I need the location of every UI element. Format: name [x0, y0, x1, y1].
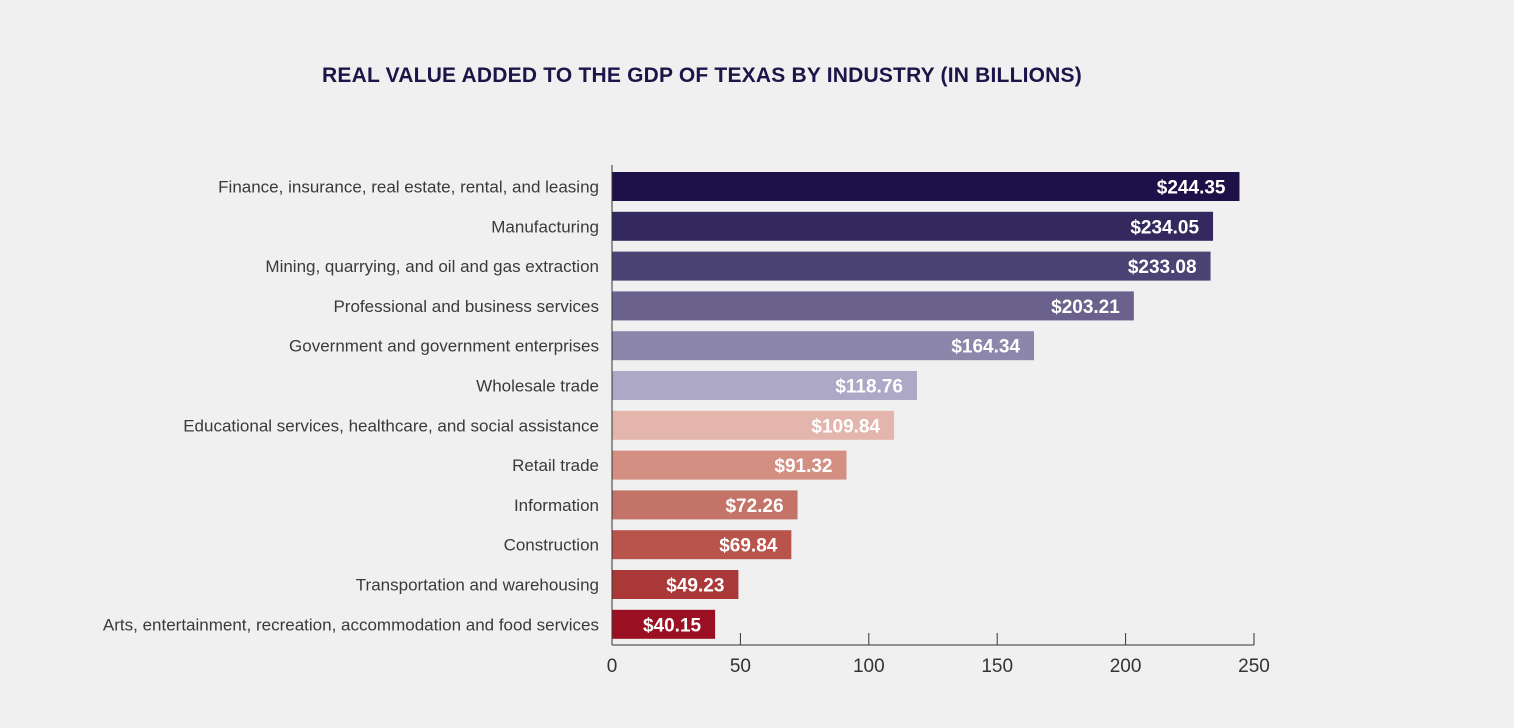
x-tick-label: 100: [853, 656, 885, 677]
value-label: $40.15: [643, 615, 702, 636]
value-label: $164.34: [951, 337, 1020, 358]
x-tick-label: 150: [981, 656, 1013, 677]
bar: [612, 291, 1134, 321]
value-label: $203.21: [1051, 297, 1120, 318]
bar: [612, 450, 847, 480]
category-label: Professional and business services: [333, 297, 599, 316]
bar: [612, 371, 917, 400]
bar: [612, 490, 798, 520]
value-label: $49.23: [666, 576, 724, 597]
bar: [612, 172, 1240, 201]
value-label: $69.84: [719, 536, 778, 557]
bars-group: Finance, insurance, real estate, rental,…: [103, 172, 1240, 639]
value-label: $91.32: [774, 456, 832, 477]
bar: [612, 331, 1035, 361]
value-label: $72.26: [725, 496, 783, 517]
category-label: Arts, entertainment, recreation, accommo…: [103, 615, 599, 634]
bar: [612, 211, 1214, 241]
bar: [612, 570, 739, 599]
category-label: Government and government enterprises: [289, 337, 599, 356]
category-label: Retail trade: [512, 456, 599, 475]
category-label: Information: [514, 496, 599, 515]
category-label: Educational services, healthcare, and so…: [183, 416, 599, 435]
bar: [612, 410, 895, 440]
category-label: Mining, quarrying, and oil and gas extra…: [265, 257, 599, 276]
chart-title: REAL VALUE ADDED TO THE GDP OF TEXAS BY …: [322, 64, 1082, 87]
bar: [612, 530, 792, 560]
category-label: Transportation and warehousing: [356, 576, 599, 595]
x-tick-label: 250: [1238, 656, 1270, 677]
axes-group: 0 50 100 150 200 250: [607, 165, 1270, 677]
category-label: Construction: [504, 536, 599, 555]
category-label: Finance, insurance, real estate, rental,…: [218, 178, 599, 197]
value-label: $244.35: [1157, 178, 1226, 199]
value-label: $234.05: [1130, 217, 1199, 238]
x-tick-label: 200: [1110, 656, 1142, 677]
value-label: $109.84: [811, 416, 880, 437]
value-label: $118.76: [835, 377, 903, 398]
category-label: Wholesale trade: [476, 377, 599, 396]
value-label: $233.08: [1128, 257, 1197, 278]
x-tick-label: 50: [730, 656, 751, 677]
bar: [612, 251, 1211, 281]
bar: [612, 609, 716, 639]
category-label: Manufacturing: [491, 217, 599, 236]
x-tick-label: 0: [607, 656, 618, 677]
